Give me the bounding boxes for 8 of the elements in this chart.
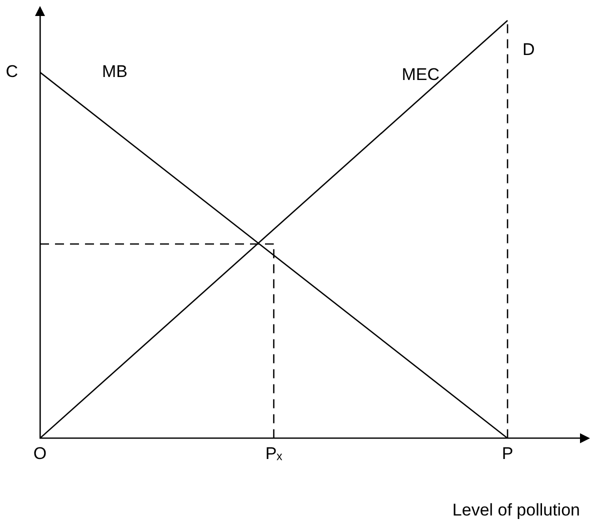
annotation: C bbox=[6, 62, 18, 82]
series-label: MB bbox=[102, 62, 128, 82]
x-tick-label: Pₓ bbox=[265, 444, 283, 464]
series-label: MEC bbox=[402, 65, 440, 84]
x-tick-label: P bbox=[502, 444, 514, 464]
x-axis-title: Level of pollution bbox=[452, 500, 580, 520]
x-tick-label: O bbox=[33, 444, 47, 464]
annotation: D bbox=[522, 40, 535, 60]
